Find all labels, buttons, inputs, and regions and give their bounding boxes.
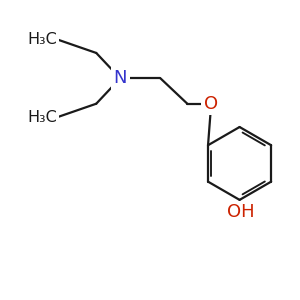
Text: OH: OH [227,203,255,221]
Text: H₃C: H₃C [28,32,57,47]
Text: H₃C: H₃C [28,110,57,125]
Text: N: N [113,69,127,87]
Text: O: O [204,95,218,113]
